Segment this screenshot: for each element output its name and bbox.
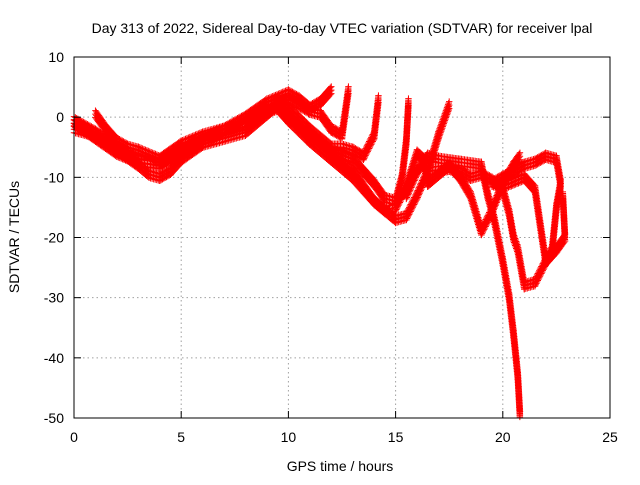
data-point-marker [446, 98, 452, 104]
data-points [71, 83, 568, 420]
data-point-marker [345, 83, 351, 89]
data-point-marker [405, 95, 411, 101]
data-point-marker [375, 92, 381, 98]
